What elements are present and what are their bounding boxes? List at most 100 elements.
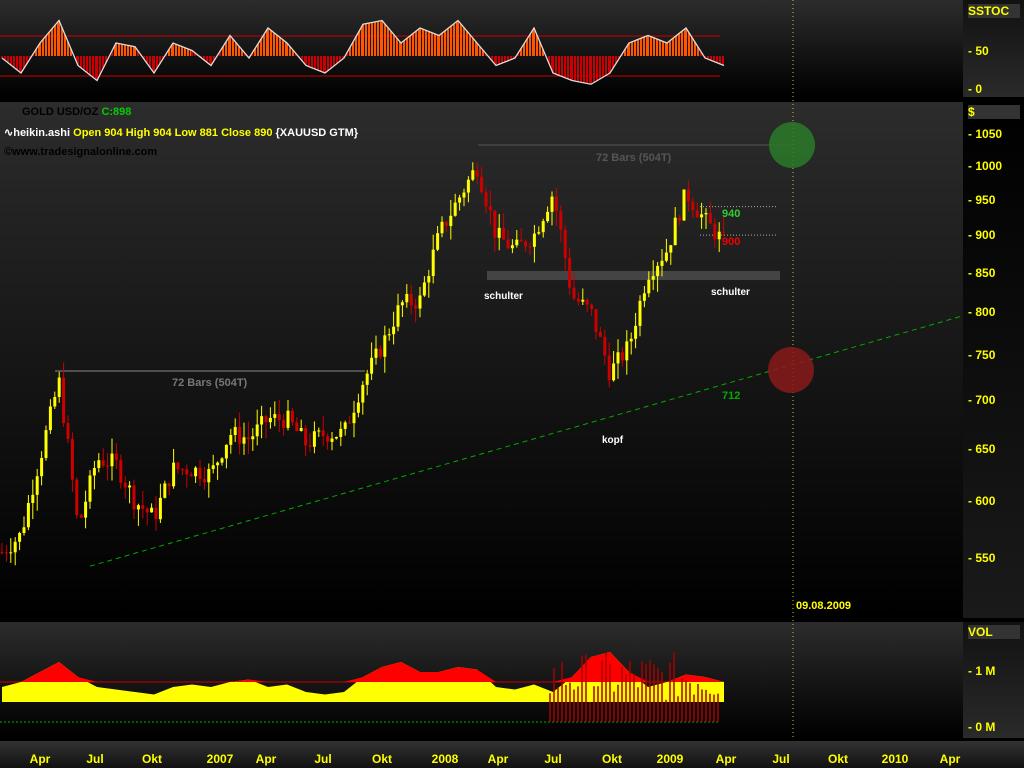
candle-body — [26, 502, 30, 528]
candle-body — [554, 196, 558, 211]
candle-body — [70, 438, 74, 480]
candle-body — [453, 202, 457, 216]
candle-body — [603, 336, 607, 356]
candle-body — [664, 252, 668, 261]
candle-body — [321, 430, 325, 437]
candle-body — [194, 467, 198, 477]
candle-body — [308, 445, 312, 447]
candle-body — [304, 428, 308, 446]
candle-body — [405, 293, 409, 303]
candle-body — [678, 217, 682, 221]
candle-body — [141, 505, 145, 509]
candle-body — [409, 293, 413, 306]
candle-body — [66, 423, 70, 439]
candle-body — [581, 299, 585, 302]
time-tick: Okt — [601, 752, 623, 766]
candle-body — [260, 416, 264, 425]
candle-body — [422, 282, 426, 296]
indicator-name: heikin.ashi — [13, 127, 71, 139]
price-tick: 950 — [968, 193, 995, 207]
candle-body — [392, 326, 396, 335]
candle-body — [224, 444, 228, 459]
candle-body — [471, 170, 475, 180]
price-tick: 850 — [968, 266, 995, 280]
time-tick: Jul — [544, 752, 562, 766]
time-tick: Jul — [314, 752, 332, 766]
candle-body — [84, 501, 88, 518]
candle-body — [537, 232, 541, 234]
candle-body — [101, 460, 105, 466]
candle-body — [568, 258, 572, 288]
candle-body — [154, 507, 158, 520]
candle-body — [48, 406, 52, 431]
price-tick: 900 — [968, 228, 995, 242]
trendline — [89, 315, 964, 567]
candle-body — [176, 462, 180, 470]
candle-body — [594, 309, 598, 333]
candle-body — [282, 420, 286, 428]
candle-body — [563, 229, 567, 259]
candle-body — [691, 201, 695, 211]
candle-body — [167, 483, 171, 487]
candle-body — [40, 457, 44, 477]
candle-body — [334, 436, 338, 439]
candle-body — [634, 325, 638, 339]
candle-body — [233, 427, 237, 436]
bars-label-2: 72 Bars (504T) — [596, 152, 672, 164]
price-tick: 700 — [968, 393, 995, 407]
candle-body — [106, 465, 110, 467]
candle-body — [123, 482, 127, 488]
volume-area-high — [2, 652, 724, 682]
candle-body — [317, 430, 321, 432]
candle-body — [18, 533, 22, 542]
time-tick: 2010 — [881, 752, 909, 766]
candle-body — [436, 233, 440, 250]
symbol: GOLD USD/OZ — [22, 106, 99, 118]
candle-body — [132, 485, 136, 510]
candle-body — [361, 384, 365, 403]
candle-body — [449, 215, 453, 227]
candle-body — [343, 422, 347, 429]
target-circle-red — [768, 347, 814, 393]
candle-body — [290, 410, 294, 423]
candle-body — [462, 192, 466, 198]
candle-body — [682, 189, 686, 221]
candle-body — [185, 469, 189, 475]
candle-body — [717, 231, 721, 240]
candle-body — [427, 276, 431, 283]
candle-body — [480, 176, 484, 193]
candle-body — [607, 355, 611, 381]
candle-body — [35, 476, 39, 495]
time-tick: Apr — [255, 752, 277, 766]
candle-body — [92, 468, 96, 476]
candle-body — [4, 552, 8, 554]
candle-body — [515, 239, 519, 246]
candle-body — [686, 189, 690, 202]
volume-axis — [963, 622, 1024, 738]
candle-body — [374, 348, 378, 358]
candle-body — [550, 196, 554, 212]
candle-body — [642, 293, 646, 301]
candle-body — [695, 210, 699, 218]
candle-body — [541, 221, 545, 233]
candle-body — [700, 214, 704, 218]
candle-body — [31, 494, 35, 503]
candle-body — [128, 485, 132, 488]
schulter-label-left: schulter — [484, 291, 523, 302]
time-tick: Apr — [29, 752, 51, 766]
candle-body — [79, 514, 83, 518]
candle-body — [75, 479, 79, 515]
candle-body — [330, 438, 334, 442]
time-tick: Okt — [141, 752, 163, 766]
kopf-label: kopf — [602, 435, 624, 446]
candle-body — [216, 462, 220, 466]
candle-body — [198, 467, 202, 480]
candle-body — [242, 437, 246, 444]
price-tick: 800 — [968, 305, 995, 319]
candle-body — [620, 352, 624, 361]
candle-body — [136, 505, 140, 510]
candle-body — [295, 422, 299, 432]
candle-body — [9, 552, 13, 554]
candle-body — [264, 416, 268, 423]
